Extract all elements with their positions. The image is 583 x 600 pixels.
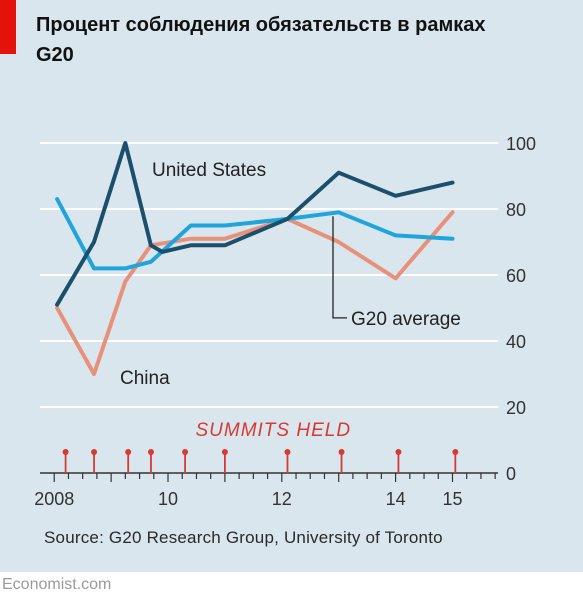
brand-red-tab — [0, 0, 16, 54]
x-tick-label: 10 — [158, 489, 178, 509]
summit-marker — [452, 449, 459, 455]
y-tick-label: 0 — [506, 464, 516, 484]
summits-held-label: SUMMITS HELD — [195, 420, 351, 441]
summit-marker — [338, 449, 345, 455]
chart-source: Source: G20 Research Group, University o… — [44, 528, 443, 547]
series-label-united-states: United States — [152, 160, 266, 181]
series-label-g20-average: G20 average — [351, 309, 461, 330]
summit-marker — [182, 449, 189, 455]
x-tick-label: 14 — [386, 489, 406, 509]
y-tick-label: 20 — [506, 398, 526, 418]
chart-title: Процент соблюдения обязательств в рамках… — [36, 14, 486, 66]
series-line-china — [55, 210, 455, 376]
x-tick-label: 2008 — [34, 489, 74, 509]
series-label-china: China — [120, 368, 170, 389]
summit-marker — [91, 449, 98, 455]
x-tick-label: 12 — [272, 489, 292, 509]
summit-marker — [147, 449, 154, 455]
y-tick-label: 40 — [506, 332, 526, 352]
y-tick-label: 100 — [506, 134, 536, 154]
economist-footer: Economist.com — [2, 576, 112, 593]
x-tick-label: 15 — [442, 489, 462, 509]
series-line-united-states — [55, 141, 455, 307]
summit-marker — [284, 449, 291, 455]
summit-marker — [221, 449, 228, 455]
summit-marker — [395, 449, 402, 455]
y-tick-label: 60 — [506, 266, 526, 286]
g20-leader-line — [332, 216, 348, 319]
series-line-g20-average — [55, 197, 455, 271]
summit-marker — [62, 449, 69, 455]
summit-marker — [125, 449, 132, 455]
y-tick-label: 80 — [506, 200, 526, 220]
line-chart: 0 20 40 60 80 100 2008 10 12 14 15 SUMMITS HELD Un… — [34, 134, 536, 509]
